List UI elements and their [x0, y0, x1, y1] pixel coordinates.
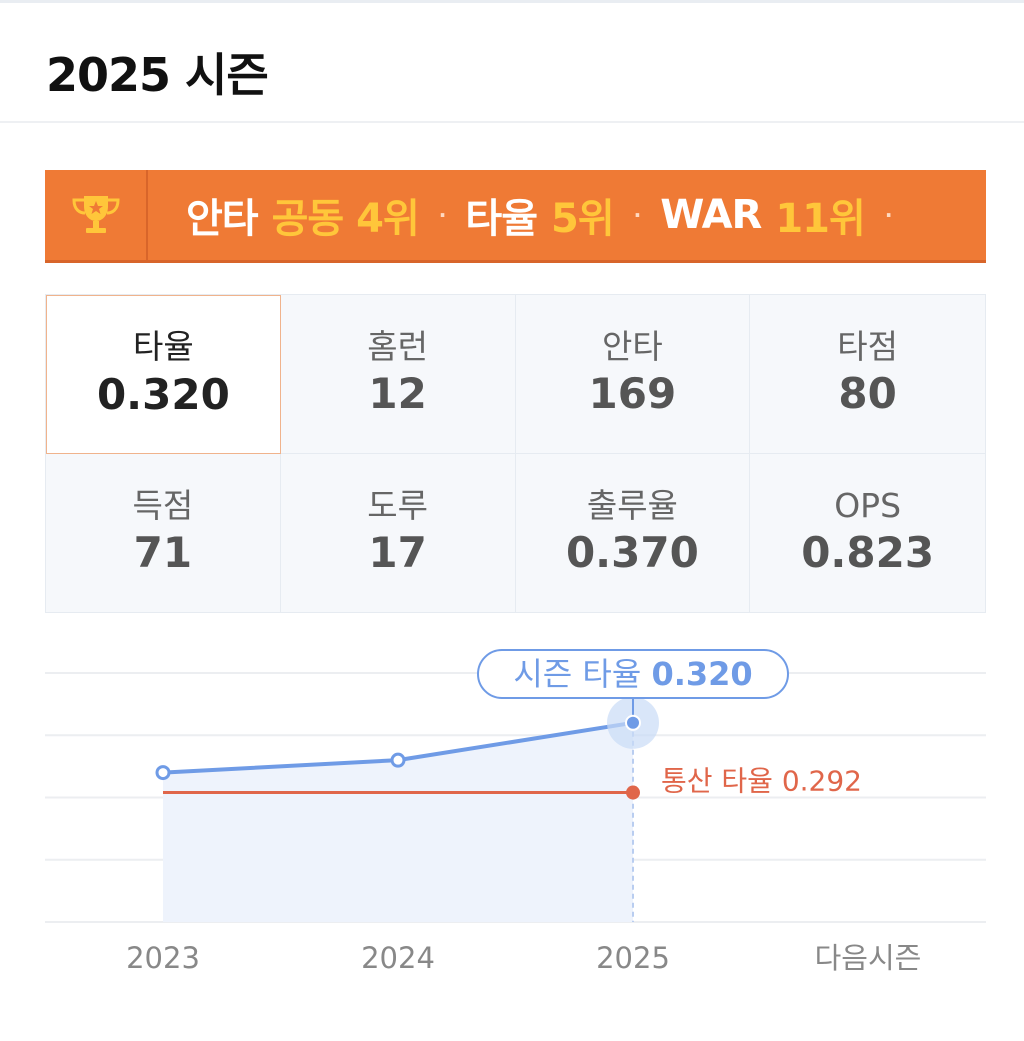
ranking-label: 타율 — [465, 196, 538, 242]
ranking-separator: · — [633, 203, 642, 227]
ranking-item-hits: 안타 공동 4위 — [186, 186, 420, 244]
x-tick-label: 2024 — [361, 941, 435, 975]
stat-tab-rbi[interactable]: 타점 80 — [750, 295, 985, 454]
ranking-rank: 공동 4위 — [271, 196, 420, 242]
season-header: 2025 시즌 — [0, 3, 1024, 123]
ranking-label: 안타 — [186, 196, 259, 242]
stat-value: 0.823 — [801, 528, 935, 578]
stat-label: 안타 — [602, 326, 663, 366]
tooltip-value: 0.320 — [651, 655, 752, 693]
ranking-banner[interactable]: 안타 공동 4위 · 타율 5위 · WAR 11위 · — [45, 170, 986, 263]
chart-svg: 통산 타율 0.292 시즌 타율 0.320 2023 2024 2025 다음시즌 — [45, 649, 986, 975]
stat-tab-hits[interactable]: 안타 169 — [515, 295, 751, 454]
ranking-rank: 5위 — [551, 196, 615, 242]
x-tick-label: 2025 — [596, 941, 670, 975]
stat-tab-avg[interactable]: 타율 0.320 — [46, 295, 281, 454]
ranking-label: WAR — [660, 192, 762, 238]
stat-tab-obp[interactable]: 출루율 0.370 — [516, 453, 751, 612]
tooltip-prefix: 시즌 타율 — [513, 655, 651, 693]
stat-label: 도루 — [367, 485, 428, 525]
ranking-rank: 11위 — [775, 196, 865, 242]
ranking-item-avg: 타율 5위 — [465, 186, 615, 244]
stat-label: OPS — [834, 485, 902, 525]
stat-value: 80 — [838, 369, 897, 419]
stat-value: 169 — [588, 369, 677, 419]
season-area — [163, 722, 633, 922]
career-point — [626, 785, 640, 800]
stat-label: 득점 — [132, 485, 194, 525]
stat-label: 홈런 — [367, 326, 428, 366]
season-tooltip — [477, 649, 789, 699]
trophy-icon — [71, 196, 120, 233]
top-divider — [0, 0, 1024, 3]
season-point — [155, 765, 171, 781]
x-tick-label: 2023 — [126, 941, 200, 975]
stats-grid: 타율 0.320 홈런 12 안타 169 타점 80 득점 71 도루 17 … — [45, 294, 986, 613]
season-point — [390, 752, 406, 768]
stat-tab-ops[interactable]: OPS 0.823 — [750, 454, 985, 613]
batting-avg-chart: 통산 타율 0.292 시즌 타율 0.320 2023 2024 2025 다음시즌 — [0, 630, 1024, 1010]
ranking-separator: · — [884, 203, 893, 227]
stat-tab-steals[interactable]: 도루 17 — [281, 453, 516, 612]
stat-label: 타점 — [837, 326, 898, 366]
ranking-items: 안타 공동 4위 · 타율 5위 · WAR 11위 · — [148, 186, 986, 244]
x-tick-label: 다음시즌 — [815, 941, 922, 975]
stat-value: 0.320 — [96, 369, 230, 419]
ranking-item-war: WAR 11위 — [660, 186, 866, 244]
stat-tab-runs[interactable]: 득점 71 — [46, 453, 281, 612]
stat-value: 71 — [133, 528, 193, 578]
stat-label: 타율 — [133, 327, 194, 367]
career-avg-label: 통산 타율 0.292 — [661, 765, 862, 798]
stat-value: 12 — [368, 369, 427, 419]
trophy-icon-cell — [45, 170, 148, 260]
stat-tab-homeruns[interactable]: 홈런 12 — [280, 295, 516, 454]
stat-value: 17 — [368, 528, 427, 578]
stat-label: 출루율 — [586, 485, 678, 525]
page-title: 2025 시즌 — [46, 48, 269, 102]
season-tooltip-text: 시즌 타율 0.320 — [513, 655, 752, 693]
season-point — [625, 714, 641, 731]
stat-value: 0.370 — [565, 528, 699, 578]
ranking-separator: · — [438, 203, 447, 227]
